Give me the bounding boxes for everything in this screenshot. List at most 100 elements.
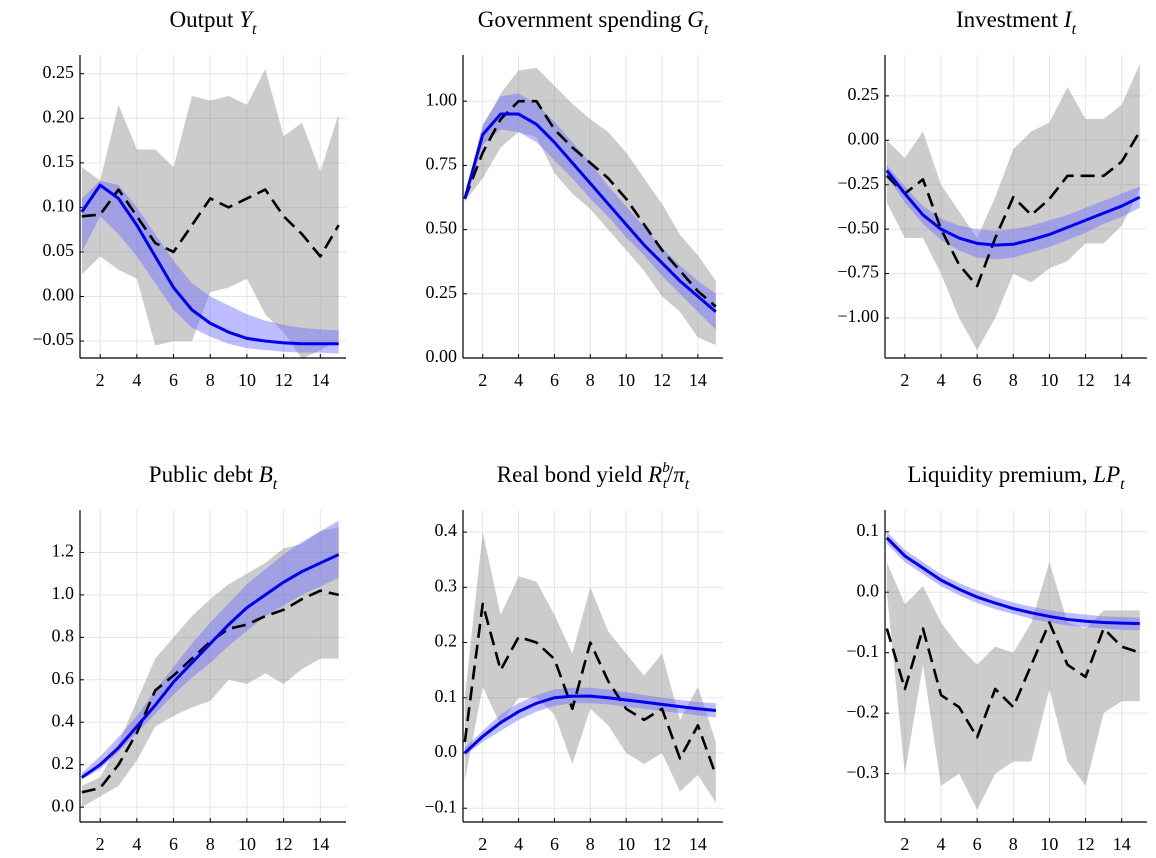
confidence-band <box>81 180 339 354</box>
x-tick-label: 10 <box>1040 834 1058 854</box>
data-line <box>885 621 1141 739</box>
panel-title: Government spending Gt <box>478 7 709 38</box>
data-line <box>885 130 1141 288</box>
x-tick-label: 6 <box>550 370 559 390</box>
panel-title: Investment It <box>956 7 1077 38</box>
x-tick-label: 14 <box>311 370 329 390</box>
title-part: π <box>673 462 686 487</box>
x-tick-label: 4 <box>514 834 523 854</box>
y-tick-label: 1.2 <box>52 541 75 561</box>
model-line <box>463 112 717 313</box>
title-part: b <box>662 460 670 476</box>
x-tick-label: 4 <box>937 834 946 854</box>
model-line <box>80 553 340 779</box>
y-tick-label: 0.6 <box>52 668 75 688</box>
panel: Real bond yield Rb t/πt2 4 6 8 10 12 14−0.10.00… <box>424 460 723 854</box>
x-tick-label: 2 <box>900 834 909 854</box>
panel-title: Public debt Bt <box>149 462 278 493</box>
model-line <box>80 183 339 346</box>
y-tick-label: −0.25 <box>837 173 879 193</box>
model-line <box>885 169 1141 247</box>
model-line <box>885 536 1140 626</box>
y-tick-label: 0.4 <box>435 520 458 540</box>
panel-title: Output Yt <box>170 7 257 38</box>
x-tick-label: 12 <box>275 370 293 390</box>
x-tick-label: 8 <box>1009 834 1018 854</box>
x-tick-label: 14 <box>689 834 707 854</box>
title-part: G <box>687 7 704 32</box>
x-tick-label: 8 <box>206 370 215 390</box>
title-part: t <box>1072 21 1077 38</box>
y-tick-label: 0.50 <box>426 218 458 238</box>
y-tick-label: 0.25 <box>426 282 458 302</box>
x-tick-label: 8 <box>586 370 595 390</box>
title-part: Y <box>239 7 254 32</box>
confidence-band <box>886 63 1140 351</box>
panel: Public debt Bt 2 4 6 8 10 12 14 0.0 0.2 0.4 0.6 0.8 1… <box>52 462 346 854</box>
y-tick-label: 0.25 <box>848 84 880 104</box>
x-tick-label: 12 <box>653 370 671 390</box>
x-tick-label: 8 <box>206 834 215 854</box>
panel-title: Real bond yield Rb t/πt <box>497 460 690 493</box>
y-tick-label: 1.00 <box>426 89 458 109</box>
title-part: t <box>685 476 690 493</box>
x-tick-label: 2 <box>478 834 487 854</box>
y-tick-label: −0.05 <box>32 329 74 349</box>
confidence-band <box>886 531 1140 631</box>
title-part: t <box>273 476 278 493</box>
title-part: Real bond yield <box>497 462 648 487</box>
model-line <box>463 694 716 755</box>
confidence-band <box>886 165 1140 260</box>
confidence-band <box>81 69 339 359</box>
y-tick-label: 0.00 <box>848 128 880 148</box>
title-part: Liquidity premium, <box>907 462 1093 487</box>
confidence-band <box>464 67 716 346</box>
panel: Investment It 2 4 6 8 10 12 14 −1.00 −0.75 −0.50 −0… <box>837 7 1147 390</box>
title-part: I <box>1063 7 1073 32</box>
x-tick-label: 6 <box>973 370 982 390</box>
title-part: t <box>663 476 668 492</box>
confidence-band <box>886 562 1140 810</box>
y-tick-label: 0.8 <box>52 625 75 645</box>
x-tick-label: 4 <box>937 370 946 390</box>
title-part: Output <box>170 7 240 32</box>
x-tick-label: 6 <box>973 834 982 854</box>
data-line <box>463 602 718 776</box>
y-tick-label: −0.1 <box>846 641 879 661</box>
data-line <box>81 188 340 258</box>
y-tick-label: −0.50 <box>837 217 879 237</box>
x-tick-label: 6 <box>169 834 178 854</box>
x-tick-label: 4 <box>132 370 141 390</box>
confidence-band <box>464 532 716 803</box>
title-part: LP <box>1092 462 1120 487</box>
x-tick-label: 12 <box>653 834 671 854</box>
x-tick-label: 8 <box>586 834 595 854</box>
title-part: B <box>259 462 273 487</box>
x-tick-label: 14 <box>311 834 329 854</box>
y-tick-label: −0.3 <box>846 762 879 782</box>
y-tick-label: 0.25 <box>43 62 75 82</box>
y-tick-label: −0.2 <box>846 701 879 721</box>
y-tick-label: 0.2 <box>52 753 75 773</box>
y-tick-label: 0.4 <box>52 710 75 730</box>
x-tick-label: 4 <box>514 370 523 390</box>
y-tick-label: 0.1 <box>435 686 458 706</box>
y-tick-label: 0.1 <box>857 520 880 540</box>
y-tick-label: −0.1 <box>424 796 457 816</box>
title-part: t <box>704 21 709 38</box>
y-tick-label: 1.0 <box>52 583 75 603</box>
title-part: Government spending <box>478 7 688 32</box>
title-part: / <box>667 462 674 487</box>
title-part: Investment <box>956 7 1064 32</box>
x-tick-label: 14 <box>689 370 707 390</box>
y-tick-label: 0.0 <box>435 741 458 761</box>
x-tick-label: 8 <box>1009 370 1018 390</box>
x-tick-label: 6 <box>169 370 178 390</box>
y-tick-label: −0.75 <box>837 262 879 282</box>
confidence-band <box>81 526 339 808</box>
y-tick-label: 0.15 <box>43 151 75 171</box>
x-tick-label: 10 <box>238 834 256 854</box>
confidence-band <box>464 687 716 756</box>
x-tick-label: 12 <box>1077 834 1095 854</box>
